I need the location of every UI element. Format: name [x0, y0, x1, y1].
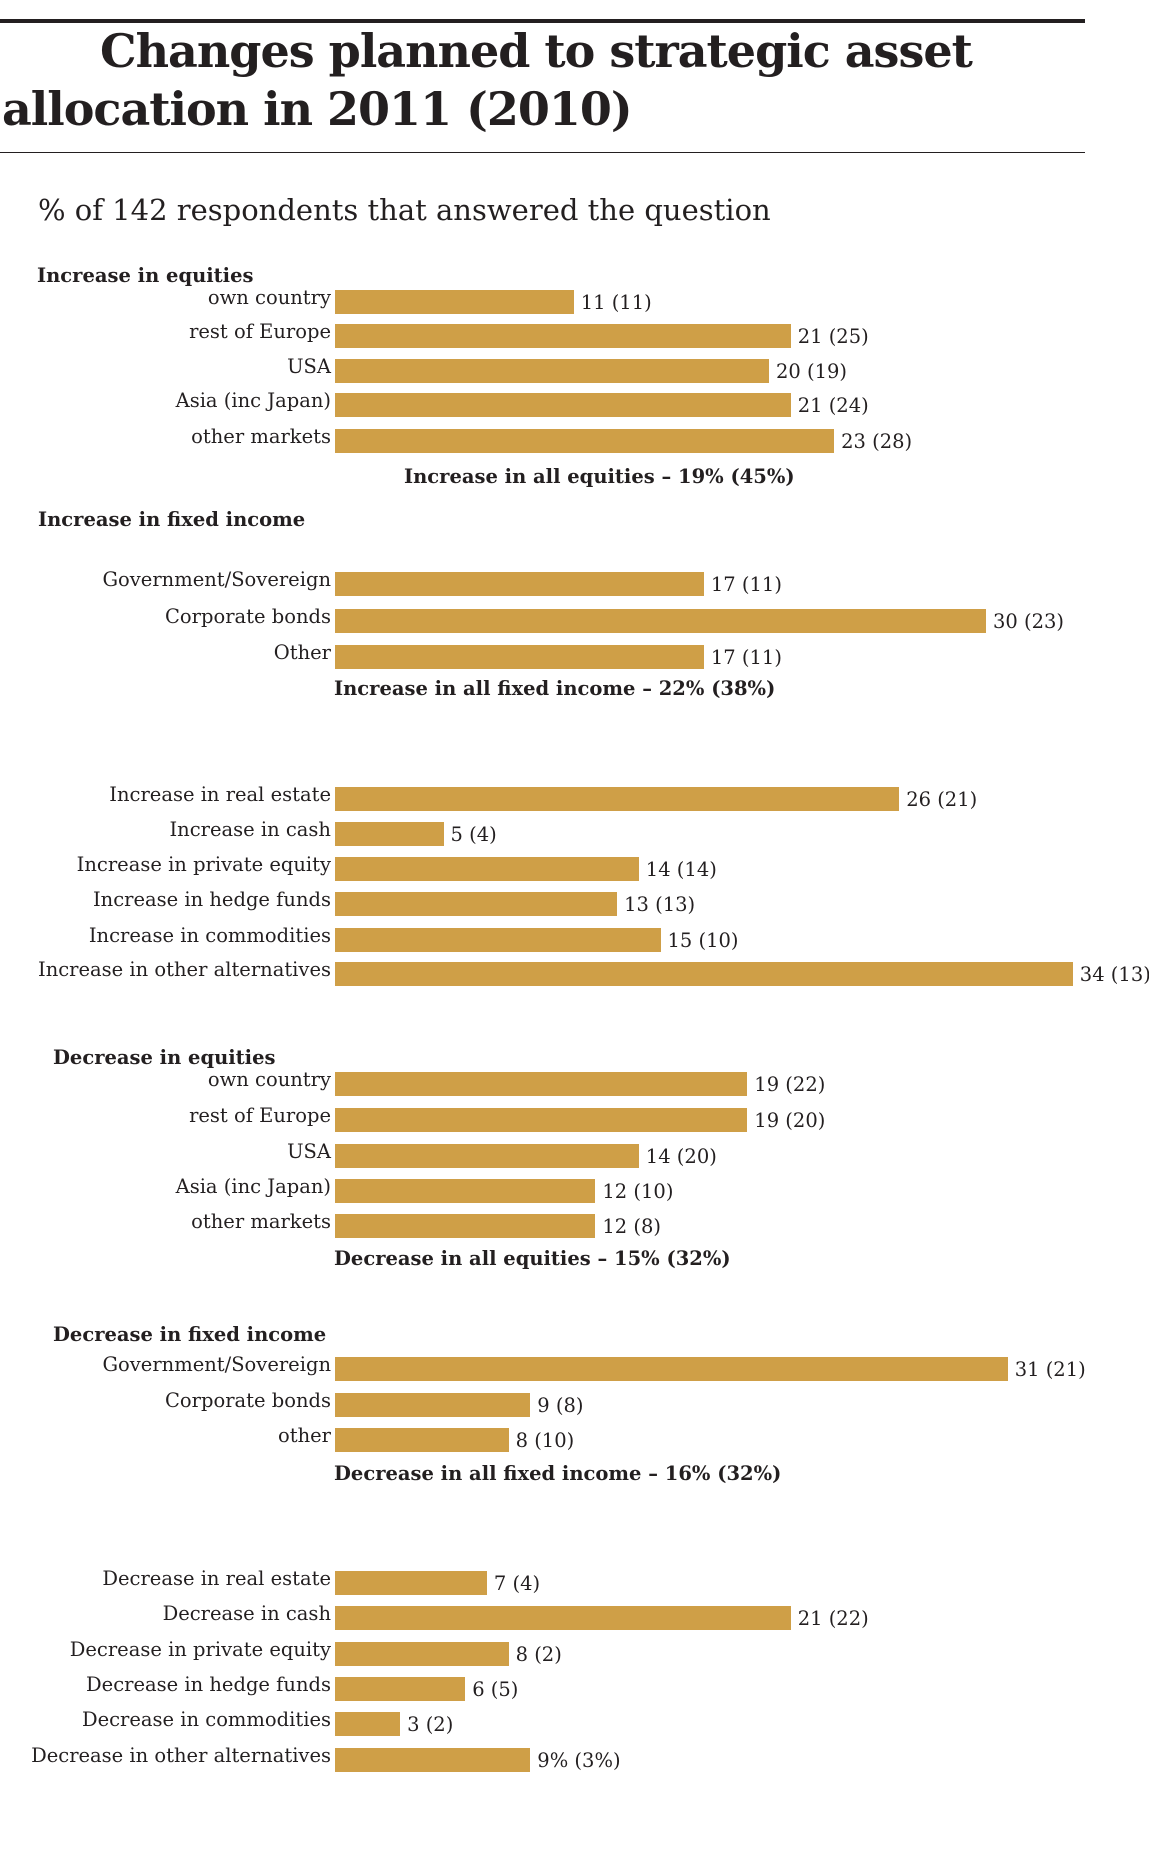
category-label: Government/Sovereign: [102, 568, 331, 591]
data-label: 8 (10): [515, 1429, 575, 1452]
data-label: 26 (21): [906, 788, 978, 811]
bar: [335, 1144, 639, 1168]
bar: [335, 324, 791, 348]
bar: [335, 787, 900, 811]
data-label: 21 (22): [797, 1607, 869, 1630]
data-label: 21 (25): [797, 325, 869, 348]
bar: [335, 857, 639, 881]
data-label: 12 (10): [602, 1180, 674, 1203]
category-label: Asia (inc Japan): [175, 389, 331, 412]
category-label: Increase in commodities: [88, 924, 331, 947]
bar: [335, 1428, 509, 1452]
data-label: 9% (3%): [537, 1749, 621, 1772]
data-label: 30 (23): [993, 610, 1065, 633]
data-label: 11 (11): [580, 291, 652, 314]
bar: [335, 1642, 509, 1666]
data-label: 6 (5): [472, 1678, 519, 1701]
category-label: Government/Sovereign: [102, 1353, 331, 1376]
data-label: 31 (21): [1014, 1358, 1086, 1381]
group-summary: Decrease in all equities – 15% (32%): [334, 1247, 731, 1270]
data-label: 19 (22): [754, 1073, 826, 1096]
category-label: rest of Europe: [189, 320, 331, 343]
category-label: Asia (inc Japan): [175, 1175, 331, 1198]
category-label: own country: [207, 286, 331, 309]
bar: [335, 1712, 401, 1736]
bar: [335, 572, 704, 596]
data-label: 20 (19): [776, 360, 848, 383]
category-label: Increase in private equity: [76, 853, 331, 876]
bar: [335, 822, 444, 846]
data-label: 9 (8): [537, 1394, 584, 1417]
data-label: 23 (28): [841, 430, 913, 453]
data-label: 15 (10): [667, 929, 739, 952]
category-label: Increase in real estate: [109, 783, 331, 806]
group-title: Decrease in equities: [53, 1046, 276, 1069]
category-label: other markets: [191, 425, 331, 448]
bar: [335, 609, 986, 633]
group-summary: Decrease in all fixed income – 16% (32%): [334, 1462, 782, 1485]
category-label: Decrease in cash: [162, 1602, 331, 1625]
category-label: Corporate bonds: [165, 605, 331, 628]
category-label: USA: [287, 355, 331, 378]
bar: [335, 1677, 466, 1701]
bar: [335, 393, 791, 417]
data-label: 19 (20): [754, 1109, 826, 1132]
bar: [335, 645, 704, 669]
category-label: Decrease in other alternatives: [31, 1744, 331, 1767]
category-label: Increase in cash: [169, 818, 331, 841]
bar: [335, 1108, 748, 1132]
bar: [335, 1606, 791, 1630]
data-label: 13 (13): [624, 893, 696, 916]
category-label: Other: [273, 641, 331, 664]
data-label: 34 (13): [1079, 963, 1149, 986]
title-rule: [0, 152, 1085, 153]
data-label: 5 (4): [450, 823, 497, 846]
category-label: Corporate bonds: [165, 1389, 331, 1412]
data-label: 7 (4): [493, 1572, 541, 1595]
top-rule: [0, 19, 1085, 23]
bar: [335, 429, 835, 453]
data-label: 14 (14): [645, 858, 717, 881]
group-title: Increase in fixed income: [38, 508, 306, 531]
data-label: 17 (11): [710, 646, 782, 669]
category-label: Increase in hedge funds: [92, 888, 331, 911]
data-label: 21 (24): [797, 394, 869, 417]
category-label: Decrease in private equity: [69, 1638, 331, 1661]
bar: [335, 928, 661, 952]
data-label: 3 (2): [407, 1713, 454, 1736]
category-label: USA: [287, 1140, 331, 1163]
group-title: Decrease in fixed income: [53, 1323, 327, 1346]
category-label: Decrease in real estate: [102, 1567, 331, 1590]
data-label: 8 (2): [515, 1643, 562, 1666]
group-summary: Increase in all fixed income – 22% (38%): [334, 677, 776, 700]
data-label: 14 (20): [645, 1145, 717, 1168]
bar: [335, 1748, 531, 1772]
data-label: 12 (8): [602, 1215, 662, 1238]
bar: [335, 359, 769, 383]
category-label: Decrease in commodities: [81, 1708, 331, 1731]
bar: [335, 1357, 1008, 1381]
category-label: own country: [207, 1068, 331, 1091]
group-summary: Increase in all equities – 19% (45%): [404, 465, 795, 488]
category-label: other markets: [191, 1210, 331, 1233]
data-label: 17 (11): [710, 573, 782, 596]
bar: [335, 1571, 487, 1595]
group-title: Increase in equities: [37, 264, 254, 287]
category-label: Decrease in hedge funds: [86, 1673, 331, 1696]
chart-subtitle: % of 142 respondents that answered the q…: [38, 193, 771, 227]
bar: [335, 1179, 596, 1203]
bar: [335, 962, 1073, 986]
category-label: rest of Europe: [189, 1104, 331, 1127]
bar: [335, 1214, 596, 1238]
bar: [335, 290, 574, 314]
bar: [335, 1072, 748, 1096]
category-label: Increase in other alternatives: [38, 958, 331, 981]
bar: [335, 1393, 531, 1417]
category-label: other: [278, 1424, 331, 1447]
bar: [335, 892, 618, 916]
chart-title: Changes planned to strategic asset alloc…: [2, 24, 973, 136]
